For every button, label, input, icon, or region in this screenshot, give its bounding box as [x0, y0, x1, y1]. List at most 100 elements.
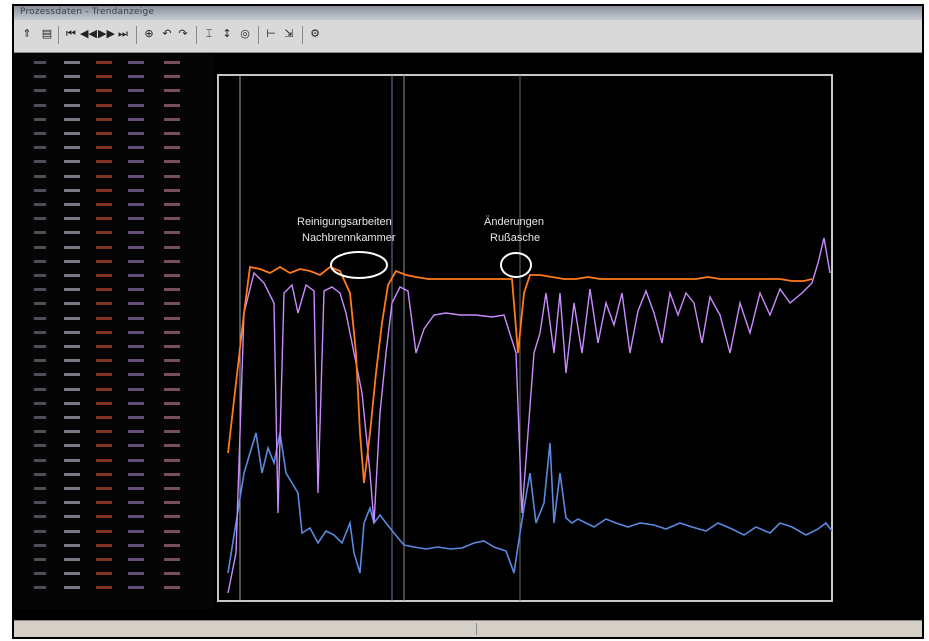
- value-cell: [128, 245, 144, 249]
- value-cell: [96, 259, 112, 263]
- value-cell: [128, 274, 144, 277]
- value-cell: [128, 288, 144, 292]
- settings-icon[interactable]: ⚙: [310, 27, 320, 40]
- value-cell: [64, 174, 80, 178]
- value-cell: [128, 529, 144, 533]
- zoom-in-icon[interactable]: ⊕: [144, 27, 154, 40]
- value-cell: [34, 444, 46, 448]
- value-cell: [164, 61, 180, 64]
- value-cell: [128, 458, 144, 462]
- value-cell: [34, 61, 46, 64]
- value-cell: [128, 472, 144, 476]
- value-cell: [34, 529, 46, 533]
- value-cell: [34, 203, 46, 206]
- value-cell: [64, 160, 80, 164]
- value-cell: [164, 188, 180, 192]
- value-cell: [96, 373, 112, 377]
- value-cell: [64, 103, 80, 107]
- value-cell: [34, 188, 46, 192]
- value-cell: [128, 103, 144, 107]
- value-cell: [96, 543, 112, 547]
- value-cell: [164, 373, 180, 377]
- value-cell: [64, 245, 80, 249]
- value-cell: [128, 387, 144, 391]
- value-cell: [164, 572, 180, 576]
- toolbar-separator: [196, 26, 197, 44]
- value-cell: [34, 345, 46, 348]
- value-cell: [64, 345, 80, 348]
- print-icon[interactable]: ▤: [41, 27, 53, 40]
- skip-back-icon[interactable]: ⏮: [66, 27, 76, 40]
- value-cell: [128, 416, 144, 419]
- status-divider: [476, 623, 477, 635]
- value-cell: [64, 117, 80, 121]
- value-cell: [128, 430, 144, 434]
- annotation-text-1a: Reinigungsarbeiten: [297, 216, 392, 228]
- value-cell: [164, 430, 180, 434]
- value-cell: [64, 430, 80, 434]
- title-bar: Prozessdaten - Trendanzeige: [14, 6, 922, 20]
- value-cell: [34, 586, 46, 590]
- value-cell: [96, 572, 112, 576]
- value-cell: [128, 61, 144, 64]
- value-cell: [34, 160, 46, 164]
- value-cell: [64, 203, 80, 206]
- value-cell: [96, 345, 112, 348]
- status-bar: [14, 620, 922, 637]
- toolbar-separator: [302, 26, 303, 44]
- value-cell: [128, 373, 144, 377]
- value-cell: [34, 245, 46, 249]
- fast-forward-icon[interactable]: ▶▶: [98, 27, 115, 40]
- value-cell: [64, 217, 80, 221]
- zoom-icon[interactable]: ◎: [240, 27, 250, 40]
- value-table: [14, 53, 214, 609]
- value-cell: [34, 302, 46, 306]
- value-cell: [96, 61, 112, 64]
- value-cell: [96, 529, 112, 533]
- value-cell: [96, 288, 112, 292]
- window-title: Prozessdaten - Trendanzeige: [20, 7, 155, 17]
- value-cell: [34, 174, 46, 178]
- value-cell: [34, 472, 46, 476]
- value-cell: [64, 132, 80, 135]
- value-cell: [96, 89, 112, 93]
- toolbar-separator: [58, 26, 59, 44]
- value-cell: [164, 558, 180, 561]
- value-cell: [128, 401, 144, 405]
- export-icon[interactable]: ⇲: [284, 27, 294, 40]
- axis-icon[interactable]: ⊢: [266, 27, 276, 40]
- value-cell: [128, 146, 144, 150]
- pointer-icon[interactable]: ⇑: [22, 27, 32, 40]
- value-cell: [164, 345, 180, 348]
- value-cell: [128, 359, 144, 363]
- trend-plot[interactable]: Reinigungsarbeiten Nachbrennkammer Änder…: [214, 53, 922, 609]
- value-cell: [64, 61, 80, 64]
- value-cell: [128, 117, 144, 121]
- scale-icon[interactable]: ↕: [222, 27, 232, 40]
- value-cell: [96, 160, 112, 164]
- value-cell: [34, 288, 46, 292]
- value-cell: [128, 316, 144, 320]
- undo-icon[interactable]: ↶: [162, 27, 172, 40]
- value-cell: [164, 217, 180, 221]
- value-cell: [96, 472, 112, 476]
- redo-icon[interactable]: ↷: [178, 27, 188, 40]
- value-cell: [34, 231, 46, 235]
- annotation-circle-2: [500, 252, 532, 278]
- rewind-icon[interactable]: ◀◀: [80, 27, 97, 40]
- value-cell: [34, 515, 46, 519]
- value-cell: [64, 89, 80, 93]
- value-cell: [96, 359, 112, 363]
- value-cell: [64, 558, 80, 561]
- value-cell: [64, 146, 80, 150]
- value-cell: [164, 330, 180, 334]
- value-cell: [128, 203, 144, 206]
- skip-forward-icon[interactable]: ⏭: [118, 27, 128, 40]
- value-cell: [164, 231, 180, 235]
- value-cell: [64, 515, 80, 519]
- cursor-icon[interactable]: ⌶: [205, 27, 213, 40]
- value-cell: [96, 387, 112, 391]
- value-cell: [96, 316, 112, 320]
- value-cell: [34, 132, 46, 135]
- annotation-circle-1: [330, 251, 388, 279]
